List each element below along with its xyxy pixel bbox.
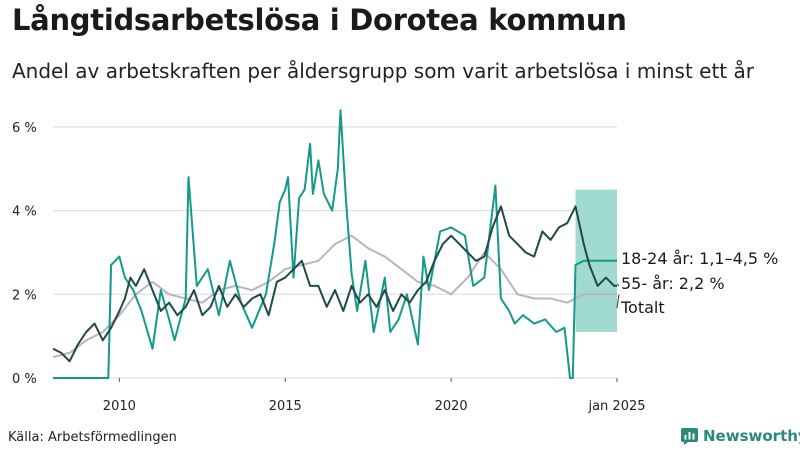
chart-title: Långtidsarbetslösa i Dorotea kommun [12, 3, 627, 37]
y-tick-label: 6 % [12, 121, 37, 136]
series-line-18-24 [53, 109, 617, 379]
y-tick-label: 4 % [12, 205, 37, 220]
brand-name: Newsworthy [703, 427, 800, 445]
y-tick-label: 2 % [12, 288, 37, 303]
series-line-total [52, 234, 617, 359]
label-total-leader [616, 294, 620, 309]
label-55-leader [616, 283, 620, 287]
y-tick-label: 0 % [12, 372, 37, 387]
x-tick-label: jan 2025 [587, 399, 645, 414]
brand-logo[interactable]: Newsworthy [681, 427, 800, 445]
series-line-55 [52, 205, 617, 363]
x-tick-label: 2010 [103, 399, 136, 414]
x-tick-label: 2020 [435, 399, 468, 414]
newsworthy-logo-icon [681, 427, 698, 445]
label-55: 55- år: 2,2 % [621, 274, 725, 293]
label-18-24: 18-24 år: 1,1–4,5 % [621, 249, 778, 268]
source-note: Källa: Arbetsförmedlingen [8, 430, 177, 445]
label-total: Totalt [620, 298, 665, 317]
x-tick-label: 2015 [269, 399, 302, 414]
chart-subtitle: Andel av arbetskraften per åldersgrupp s… [12, 59, 754, 83]
